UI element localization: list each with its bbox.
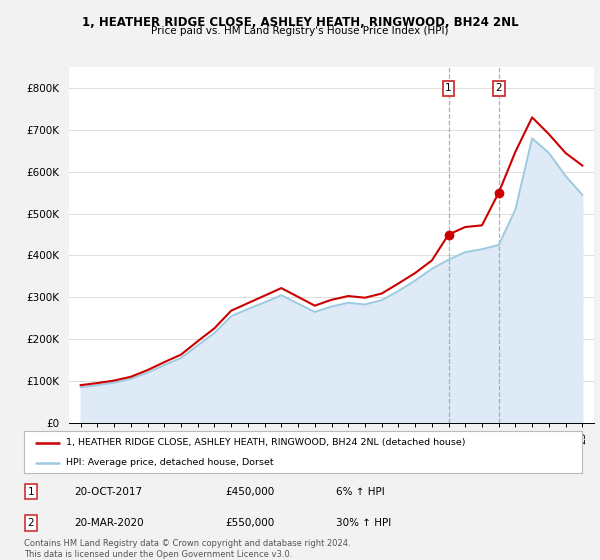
Text: 2: 2 — [496, 83, 502, 93]
Text: 1, HEATHER RIDGE CLOSE, ASHLEY HEATH, RINGWOOD, BH24 2NL: 1, HEATHER RIDGE CLOSE, ASHLEY HEATH, RI… — [82, 16, 518, 29]
Text: £450,000: £450,000 — [225, 487, 274, 497]
Text: 6% ↑ HPI: 6% ↑ HPI — [337, 487, 385, 497]
Text: 2: 2 — [28, 518, 34, 528]
Text: HPI: Average price, detached house, Dorset: HPI: Average price, detached house, Dors… — [66, 458, 274, 467]
Text: Price paid vs. HM Land Registry's House Price Index (HPI): Price paid vs. HM Land Registry's House … — [151, 26, 449, 36]
Text: 1: 1 — [28, 487, 34, 497]
Text: Contains HM Land Registry data © Crown copyright and database right 2024.
This d: Contains HM Land Registry data © Crown c… — [24, 539, 350, 559]
Text: 1, HEATHER RIDGE CLOSE, ASHLEY HEATH, RINGWOOD, BH24 2NL (detached house): 1, HEATHER RIDGE CLOSE, ASHLEY HEATH, RI… — [66, 438, 466, 447]
Text: £550,000: £550,000 — [225, 518, 274, 528]
Text: 30% ↑ HPI: 30% ↑ HPI — [337, 518, 392, 528]
Text: 1: 1 — [445, 83, 452, 93]
Text: 20-OCT-2017: 20-OCT-2017 — [74, 487, 142, 497]
Text: 20-MAR-2020: 20-MAR-2020 — [74, 518, 144, 528]
